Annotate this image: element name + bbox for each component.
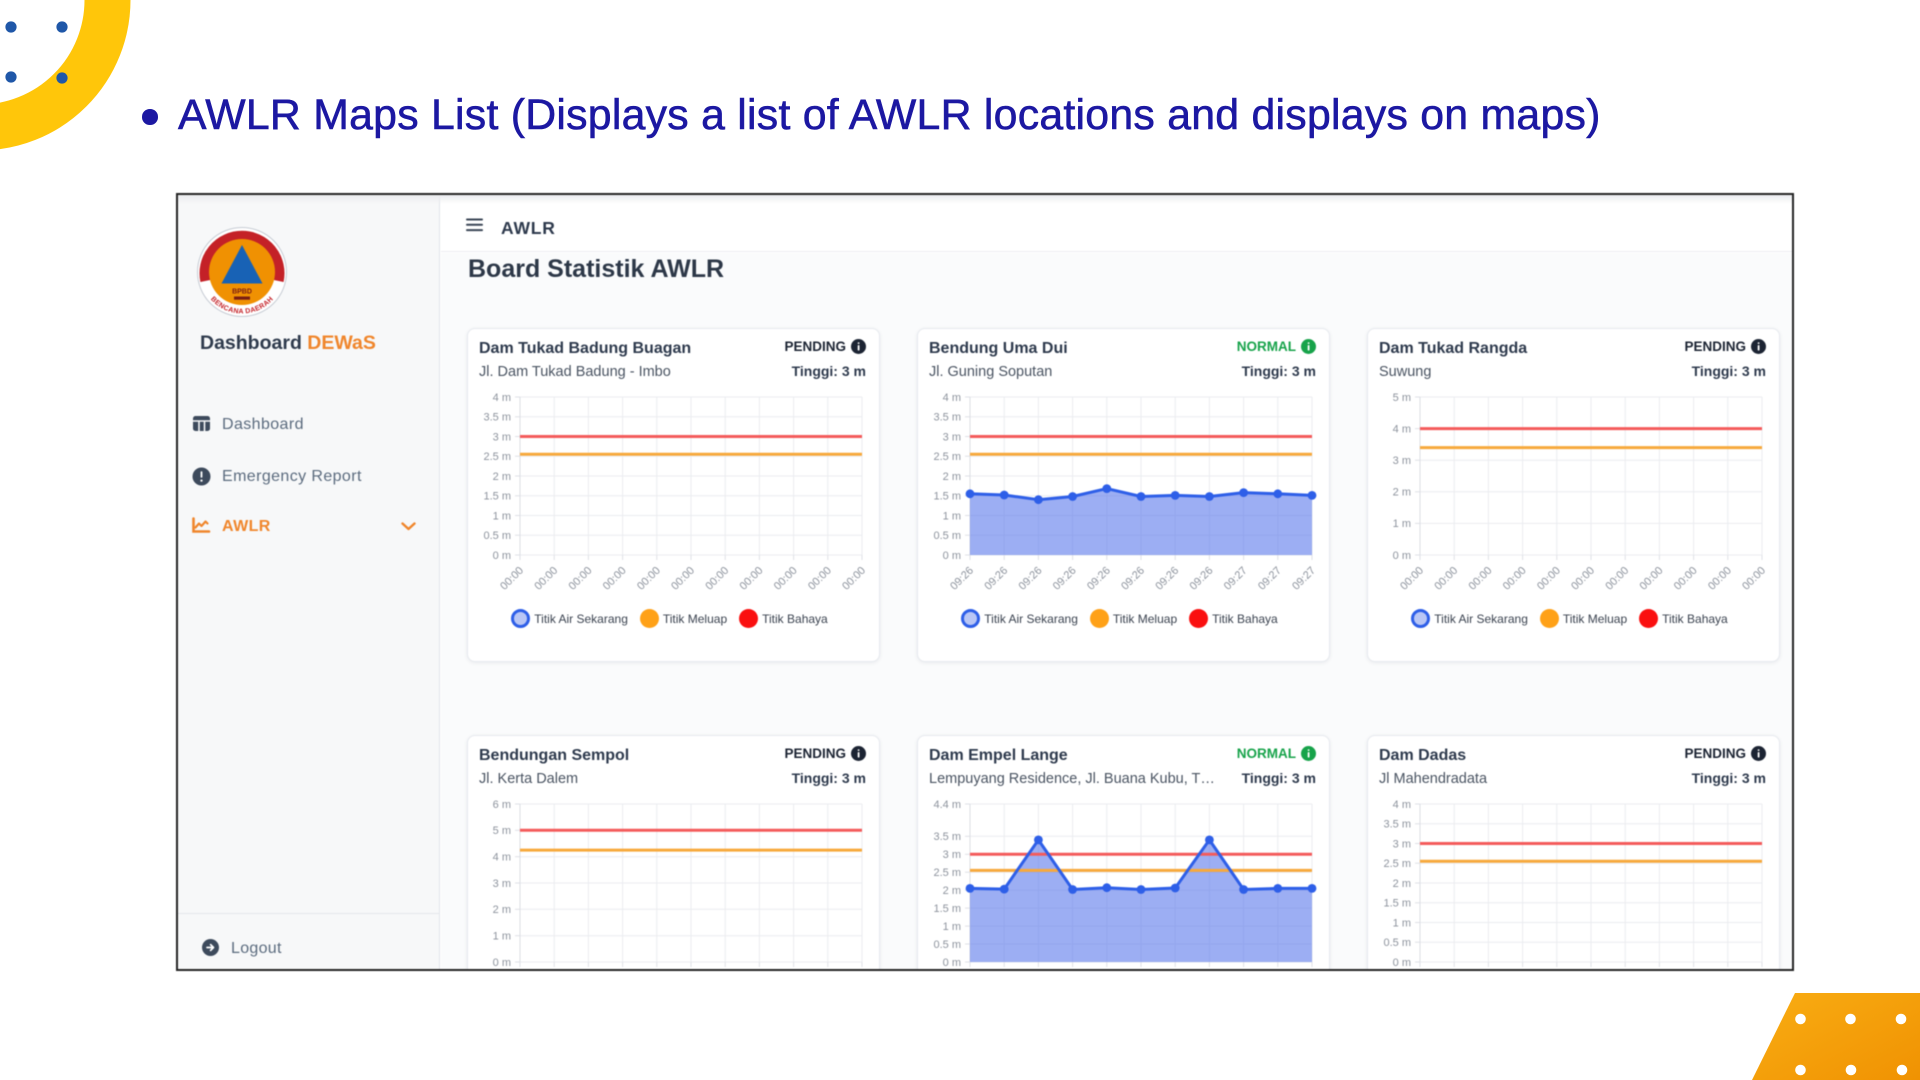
svg-text:3 m: 3 m (493, 878, 511, 890)
svg-text:0.5 m: 0.5 m (1383, 937, 1411, 949)
svg-text:0 m: 0 m (943, 550, 961, 562)
svg-text:00:00: 00:00 (703, 565, 731, 593)
svg-text:1.5 m: 1.5 m (933, 903, 961, 915)
svg-text:4 m: 4 m (1393, 799, 1411, 811)
svg-text:3 m: 3 m (1393, 838, 1411, 850)
svg-text:00:00: 00:00 (1398, 565, 1426, 593)
svg-text:3.5 m: 3.5 m (933, 412, 961, 424)
svg-text:00:00: 00:00 (1638, 565, 1666, 593)
svg-text:0 m: 0 m (1393, 550, 1411, 562)
svg-text:09:26: 09:26 (1051, 565, 1079, 593)
svg-text:1.5 m: 1.5 m (483, 491, 511, 503)
svg-text:1 m: 1 m (493, 510, 511, 522)
svg-text:00:00: 00:00 (738, 565, 766, 593)
svg-text:3 m: 3 m (943, 431, 961, 443)
svg-text:4 m: 4 m (943, 392, 961, 404)
svg-text:0 m: 0 m (943, 957, 961, 969)
svg-text:00:00: 00:00 (1672, 565, 1700, 593)
svg-text:09:26: 09:26 (1153, 565, 1181, 593)
svg-text:4 m: 4 m (493, 852, 511, 864)
svg-text:1.5 m: 1.5 m (1383, 898, 1411, 910)
svg-text:09:27: 09:27 (1222, 565, 1250, 593)
svg-text:0.5 m: 0.5 m (933, 530, 961, 542)
svg-text:2 m: 2 m (943, 885, 961, 897)
svg-text:2 m: 2 m (943, 471, 961, 483)
svg-text:2 m: 2 m (493, 471, 511, 483)
svg-text:09:26: 09:26 (1085, 565, 1113, 593)
svg-text:2.5 m: 2.5 m (933, 867, 961, 879)
svg-text:00:00: 00:00 (532, 565, 560, 593)
svg-text:1.5 m: 1.5 m (933, 491, 961, 503)
svg-text:09:26: 09:26 (1119, 565, 1147, 593)
svg-text:0.5 m: 0.5 m (483, 530, 511, 542)
svg-text:5 m: 5 m (1393, 392, 1411, 404)
svg-text:00:00: 00:00 (567, 565, 595, 593)
svg-text:3 m: 3 m (943, 849, 961, 861)
svg-text:4 m: 4 m (1393, 423, 1411, 435)
svg-text:00:00: 00:00 (1501, 565, 1529, 593)
svg-text:6 m: 6 m (493, 799, 511, 811)
svg-text:5 m: 5 m (493, 825, 511, 837)
svg-text:2 m: 2 m (493, 904, 511, 916)
svg-text:BPBD: BPBD (232, 289, 252, 296)
svg-text:3.5 m: 3.5 m (1383, 819, 1411, 831)
svg-text:09:27: 09:27 (1290, 565, 1318, 593)
svg-text:0.5 m: 0.5 m (933, 939, 961, 951)
svg-text:00:00: 00:00 (601, 565, 629, 593)
svg-text:09:26: 09:26 (982, 565, 1010, 593)
svg-text:00:00: 00:00 (1432, 565, 1460, 593)
svg-text:0 m: 0 m (493, 957, 511, 969)
svg-text:00:00: 00:00 (635, 565, 663, 593)
svg-text:2.5 m: 2.5 m (483, 451, 511, 463)
svg-text:00:00: 00:00 (1569, 565, 1597, 593)
svg-text:3 m: 3 m (1393, 455, 1411, 467)
svg-text:00:00: 00:00 (772, 565, 800, 593)
svg-text:4.4 m: 4.4 m (933, 799, 961, 811)
svg-text:00:00: 00:00 (1467, 565, 1495, 593)
svg-text:2 m: 2 m (1393, 878, 1411, 890)
svg-text:09:27: 09:27 (1256, 565, 1284, 593)
svg-text:00:00: 00:00 (1706, 565, 1734, 593)
svg-text:3.5 m: 3.5 m (933, 831, 961, 843)
svg-text:4 m: 4 m (493, 392, 511, 404)
svg-text:00:00: 00:00 (1603, 565, 1631, 593)
svg-text:1 m: 1 m (1393, 917, 1411, 929)
svg-text:2 m: 2 m (1393, 487, 1411, 499)
svg-text:3 m: 3 m (493, 431, 511, 443)
svg-text:00:00: 00:00 (840, 565, 868, 593)
svg-text:3.5 m: 3.5 m (483, 412, 511, 424)
svg-text:00:00: 00:00 (669, 565, 697, 593)
svg-text:0 m: 0 m (493, 550, 511, 562)
svg-text:2.5 m: 2.5 m (1383, 858, 1411, 870)
svg-text:00:00: 00:00 (498, 565, 526, 593)
svg-text:00:00: 00:00 (1535, 565, 1563, 593)
svg-text:09:26: 09:26 (1188, 565, 1216, 593)
svg-text:00:00: 00:00 (806, 565, 834, 593)
svg-text:1 m: 1 m (493, 931, 511, 943)
svg-text:0 m: 0 m (1393, 957, 1411, 969)
svg-text:09:26: 09:26 (948, 565, 976, 593)
svg-text:1 m: 1 m (1393, 518, 1411, 530)
svg-text:09:26: 09:26 (1017, 565, 1045, 593)
svg-text:1 m: 1 m (943, 510, 961, 522)
svg-text:1 m: 1 m (943, 921, 961, 933)
svg-text:2.5 m: 2.5 m (933, 451, 961, 463)
svg-text:00:00: 00:00 (1740, 565, 1768, 593)
